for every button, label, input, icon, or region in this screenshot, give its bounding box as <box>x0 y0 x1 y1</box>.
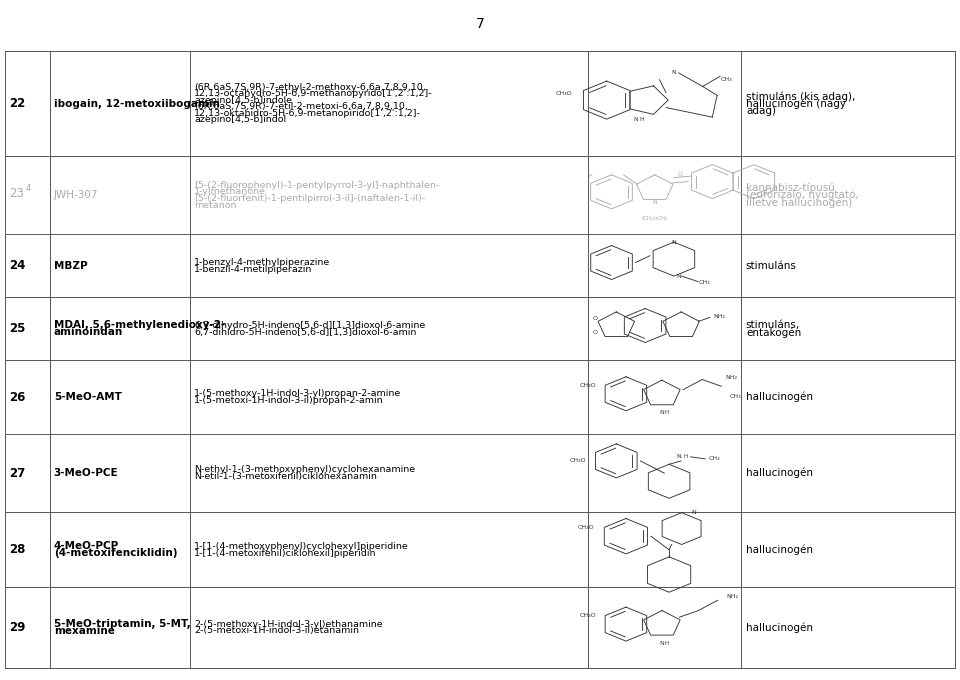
Text: (CH₂)₄CH₃: (CH₂)₄CH₃ <box>641 216 668 221</box>
Text: N: N <box>653 199 657 205</box>
Text: hallucinogén: hallucinogén <box>746 468 813 479</box>
Text: entakogén: entakogén <box>746 327 802 338</box>
Text: N-etil-1-(3-metoxifenil)ciklohexánamin: N-etil-1-(3-metoxifenil)ciklohexánamin <box>194 472 376 481</box>
Text: ibogain, 12-metoxiibogamin: ibogain, 12-metoxiibogamin <box>54 99 220 109</box>
Text: 5-MeO-triptamin, 5-MT,: 5-MeO-triptamin, 5-MT, <box>54 619 190 629</box>
Text: 1-ylmethanone: 1-ylmethanone <box>194 188 266 197</box>
Text: NH₂: NH₂ <box>713 313 726 318</box>
Text: F: F <box>588 174 591 179</box>
Text: [5-(2-fluorophenyl)-1-pentylpyrrol-3-yl]-naphthalen-: [5-(2-fluorophenyl)-1-pentylpyrrol-3-yl]… <box>194 181 439 190</box>
Text: O: O <box>678 171 683 177</box>
Text: N: N <box>672 239 676 245</box>
Text: 7: 7 <box>475 17 485 31</box>
Text: H: H <box>664 641 669 645</box>
Text: 26: 26 <box>9 391 25 404</box>
Text: stimuláns,: stimuláns, <box>746 320 801 330</box>
Text: N: N <box>677 454 681 459</box>
Text: azepino[4,5-b]indol: azepino[4,5-b]indol <box>194 116 286 124</box>
Text: 28: 28 <box>9 543 25 556</box>
Text: O: O <box>592 316 598 321</box>
Text: 1-[1-(4-methoxyphenyl)cyclohexyl]piperidine: 1-[1-(4-methoxyphenyl)cyclohexyl]piperid… <box>194 542 409 551</box>
Text: [5-(2-fluorfenit)-1-pentilpirrol-3-il]-(naftalen-1-il)-: [5-(2-fluorfenit)-1-pentilpirrol-3-il]-(… <box>194 194 425 203</box>
Text: CH₃: CH₃ <box>699 280 710 286</box>
Text: N: N <box>660 641 664 645</box>
Text: 22: 22 <box>9 97 25 110</box>
Text: CH₃O: CH₃O <box>556 91 572 96</box>
Text: 1-benzyl-4-methylpiperazine: 1-benzyl-4-methylpiperazine <box>194 258 330 267</box>
Text: CH₃: CH₃ <box>708 456 721 461</box>
Text: NH₂: NH₂ <box>726 594 738 599</box>
Text: 1-(5-metoxi-1H-indol-3-il)propán-2-amin: 1-(5-metoxi-1H-indol-3-il)propán-2-amin <box>194 396 384 405</box>
Text: 23: 23 <box>9 188 23 201</box>
Text: N: N <box>634 117 638 122</box>
Text: MDAI, 5,6-methylenedioxy-2-: MDAI, 5,6-methylenedioxy-2- <box>54 320 225 330</box>
Text: 25: 25 <box>9 322 25 335</box>
Text: N: N <box>677 273 681 279</box>
Text: hallucinogén: hallucinogén <box>746 622 813 633</box>
Text: CH₃: CH₃ <box>730 394 742 399</box>
Text: 1-(5-methoxy-1H-indol-3-yl)propan-2-amine: 1-(5-methoxy-1H-indol-3-yl)propan-2-amin… <box>194 390 401 398</box>
Text: N: N <box>672 71 676 75</box>
Text: 2-(5-methoxy-1H-indol-3-yl)ethanamine: 2-(5-methoxy-1H-indol-3-yl)ethanamine <box>194 619 382 629</box>
Text: 5-MeO-AMT: 5-MeO-AMT <box>54 392 122 402</box>
Text: N-ethyl-1-(3-methoxyphenyl)cyclohexanamine: N-ethyl-1-(3-methoxyphenyl)cyclohexanami… <box>194 465 415 475</box>
Text: stimuláns: stimuláns <box>746 261 797 271</box>
Text: hallucinogén (nagy: hallucinogén (nagy <box>746 98 846 109</box>
Text: NH₂: NH₂ <box>725 375 737 380</box>
Text: (4-metoxifenciklidin): (4-metoxifenciklidin) <box>54 548 178 558</box>
Text: (6R,6aS,7S,9R)-7-etil-2-metoxi-6,6a,7,8,9,10,: (6R,6aS,7S,9R)-7-etil-2-metoxi-6,6a,7,8,… <box>194 102 408 112</box>
Text: 24: 24 <box>9 260 25 273</box>
Text: 29: 29 <box>9 621 25 634</box>
Text: 4-MeO-PCP: 4-MeO-PCP <box>54 541 119 551</box>
Text: (6R,6aS,7S,9R)-7-ethyl-2-methoxy-6,6a,7,8,9,10,: (6R,6aS,7S,9R)-7-ethyl-2-methoxy-6,6a,7,… <box>194 82 425 92</box>
Text: CH₃O: CH₃O <box>579 613 596 618</box>
Text: 6,7-dihydro-5H-indeno[5,6-d][1,3]dioxol-6-amine: 6,7-dihydro-5H-indeno[5,6-d][1,3]dioxol-… <box>194 321 425 330</box>
Text: 1-benzil-4-metilpiperazin: 1-benzil-4-metilpiperazin <box>194 265 312 274</box>
Text: hallucinogén: hallucinogén <box>746 392 813 403</box>
Text: 2-(5-metoxi-1H-indol-3-il)etánamin: 2-(5-metoxi-1H-indol-3-il)etánamin <box>194 626 359 635</box>
Text: 4: 4 <box>26 184 31 193</box>
Text: 12,13-octahydro-5H-6,9-methanopyrido[1ʹ,2ʹ:1,2]-: 12,13-octahydro-5H-6,9-methanopyrido[1ʹ,… <box>194 89 433 98</box>
Text: hallucinogén: hallucinogén <box>746 545 813 555</box>
Text: N: N <box>692 510 696 515</box>
Text: mexamine: mexamine <box>54 626 114 636</box>
Text: JWH-307: JWH-307 <box>54 190 98 200</box>
Text: O: O <box>592 330 598 335</box>
Text: CH₃O: CH₃O <box>569 458 587 463</box>
Text: CH₃O: CH₃O <box>578 525 594 530</box>
Text: H: H <box>640 117 644 122</box>
Text: metanon: metanon <box>194 201 236 209</box>
Text: 12,13-oktahidro-5H-6,9-metanopirido[1ʹ,2ʹ:1,2]-: 12,13-oktahidro-5H-6,9-metanopirido[1ʹ,2… <box>194 109 420 118</box>
Text: 27: 27 <box>9 466 25 479</box>
Text: illetve hallucinogén): illetve hallucinogén) <box>746 197 852 207</box>
Text: (euforizaló, nyugtató,: (euforizaló, nyugtató, <box>746 190 858 201</box>
Text: adag): adag) <box>746 105 776 116</box>
Text: 3-MeO-PCE: 3-MeO-PCE <box>54 468 118 478</box>
Text: H: H <box>684 454 688 459</box>
Text: aminoindan: aminoindan <box>54 328 123 337</box>
Text: kannabisz-típusú: kannabisz-típusú <box>746 183 835 193</box>
Text: CH₃O: CH₃O <box>579 383 596 388</box>
Text: CH₃: CH₃ <box>721 78 732 82</box>
Text: H: H <box>664 410 669 415</box>
Text: stimuláns (kis adag),: stimuláns (kis adag), <box>746 91 855 101</box>
Text: MBZP: MBZP <box>54 261 87 271</box>
Text: N: N <box>660 410 664 415</box>
Text: 1-[1-(4-metoxifenil)ciklohexil]piperidin: 1-[1-(4-metoxifenil)ciklohexil]piperidin <box>194 549 376 558</box>
Text: azepino[4,5-b]indole: azepino[4,5-b]indole <box>194 96 292 105</box>
Text: 6,7-dihidro-5H-indeno[5,6-d][1,3]dioxol-6-amin: 6,7-dihidro-5H-indeno[5,6-d][1,3]dioxol-… <box>194 328 417 337</box>
